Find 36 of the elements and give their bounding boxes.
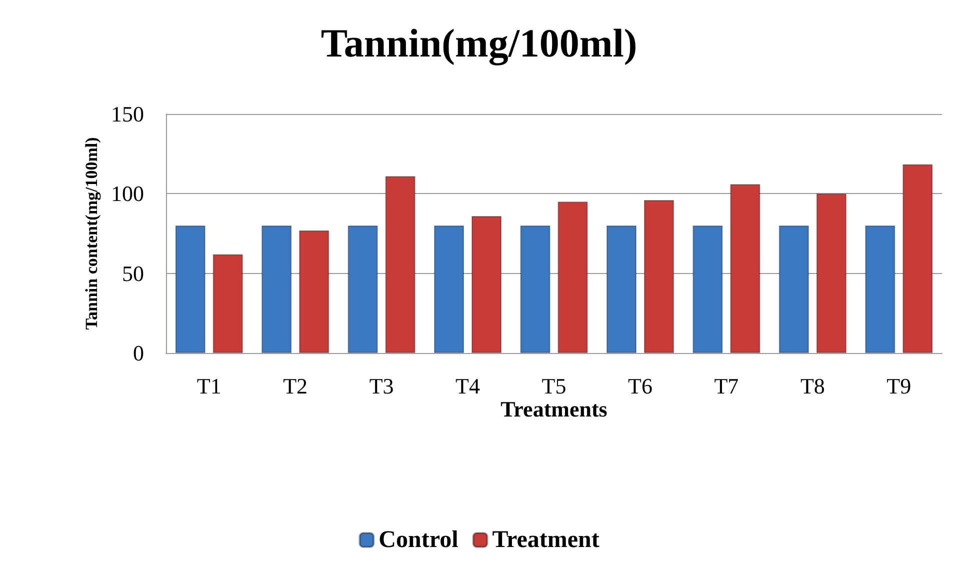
x-tick-label: T5 [542, 374, 566, 398]
bar [558, 202, 588, 353]
y-axis-title: Tannin content(mg/100ml) [82, 137, 102, 330]
bar [385, 176, 416, 353]
x-tick-label: T4 [456, 374, 480, 398]
bar [865, 226, 896, 353]
bar [348, 226, 378, 353]
y-tick-label: 100 [111, 181, 144, 206]
bar [472, 216, 502, 353]
bar [692, 226, 723, 353]
x-axis-title: Treatments [500, 396, 608, 422]
x-tick-label: T7 [714, 374, 739, 398]
bar [902, 164, 933, 353]
bar [262, 226, 292, 353]
bar [212, 254, 243, 353]
y-tick-label: 50 [122, 260, 144, 286]
bar [606, 226, 636, 353]
x-tick-label: T1 [196, 374, 222, 398]
bar [434, 226, 464, 353]
bar [299, 230, 330, 353]
x-tick-label: T8 [800, 374, 825, 398]
x-tick-label: T3 [369, 374, 394, 398]
bar [644, 200, 674, 353]
chart-title: Tannin(mg/100ml) [320, 20, 638, 66]
y-tick-label: 0 [133, 340, 144, 366]
legend-label: Control [378, 527, 459, 553]
bar [816, 194, 846, 353]
bar [778, 226, 809, 353]
x-tick-label: T9 [886, 374, 912, 398]
x-tick-label: T2 [283, 374, 308, 398]
x-tick-label: T6 [628, 374, 652, 398]
bar [520, 226, 550, 353]
bar [730, 184, 760, 353]
bar [175, 226, 206, 353]
legend-label: Treatment [492, 527, 600, 553]
y-tick-label: 150 [111, 102, 144, 126]
